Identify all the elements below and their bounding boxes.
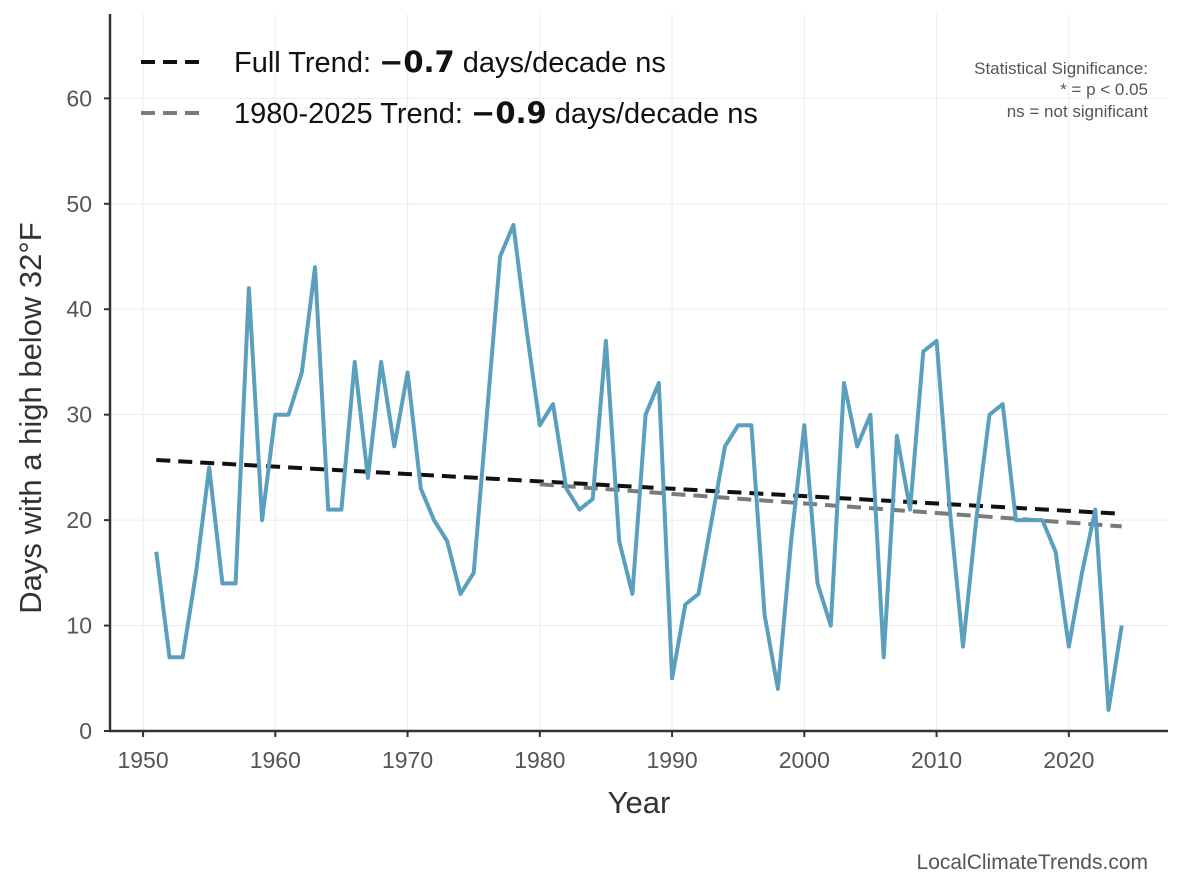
x-tick-label: 1960: [250, 747, 301, 773]
y-tick-label: 40: [66, 296, 92, 322]
y-tick-label: 10: [66, 613, 92, 639]
legend-entry-full-trend: Full Trend: −0.7 days/decade ns: [234, 45, 666, 79]
y-tick-label: 30: [66, 402, 92, 428]
y-axis-title: Days with a high below 32°F: [13, 222, 48, 613]
significance-line-2: ns = not significant: [1007, 102, 1149, 121]
credit-text: LocalClimateTrends.com: [917, 851, 1148, 874]
full-trend-line: [156, 458, 1122, 516]
data-line: [154, 222, 1124, 712]
x-tick-label: 2020: [1043, 747, 1094, 773]
legend: Full Trend: −0.7 days/decade ns 1980-202…: [141, 45, 758, 130]
legend-value: −0.9: [471, 96, 547, 130]
y-axis-ticks: 0 10 20 30 40 50 60: [66, 85, 110, 744]
legend-label: 1980-2025 Trend:: [234, 98, 471, 130]
significance-line-1: * = p < 0.05: [1060, 80, 1148, 99]
significance-title: Statistical Significance:: [974, 59, 1148, 78]
legend-entry-recent-trend: 1980-2025 Trend: −0.9 days/decade ns: [234, 96, 758, 130]
y-tick-label: 20: [66, 507, 92, 533]
legend-label: Full Trend:: [234, 47, 379, 79]
x-tick-label: 1980: [514, 747, 565, 773]
significance-note: Statistical Significance: * = p < 0.05 n…: [974, 59, 1148, 121]
x-tick-label: 1990: [646, 747, 697, 773]
x-axis-ticks: 1950 1960 1970 1980 1990 2000 2010 2020: [117, 731, 1094, 773]
axes: [108, 14, 1168, 733]
y-tick-label: 60: [66, 85, 92, 111]
x-tick-label: 1970: [382, 747, 433, 773]
x-axis-title: Year: [608, 785, 671, 820]
data-series: [154, 222, 1124, 712]
y-tick-label: 0: [79, 718, 92, 744]
x-tick-label: 1950: [117, 747, 168, 773]
x-tick-label: 2000: [779, 747, 830, 773]
y-tick-label: 50: [66, 191, 92, 217]
legend-suffix: days/decade ns: [547, 98, 758, 130]
legend-suffix: days/decade ns: [455, 47, 666, 79]
legend-value: −0.7: [379, 45, 455, 79]
x-tick-label: 2010: [911, 747, 962, 773]
